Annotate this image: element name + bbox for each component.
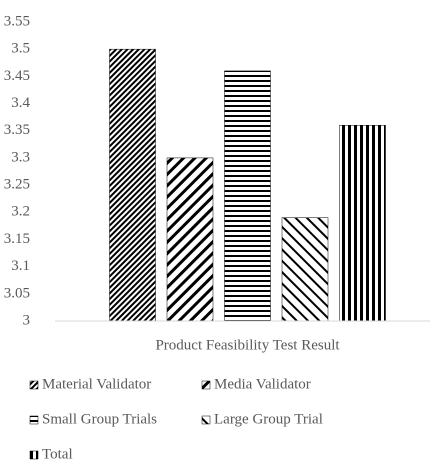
y-tick-label: 3.5 — [11, 41, 30, 57]
legend-label: Media Validator — [214, 376, 311, 392]
y-tick-label: 3.15 — [4, 231, 30, 247]
bar — [224, 70, 271, 322]
y-tick-label: 3.25 — [4, 177, 30, 193]
y-tick-label: 3.3 — [11, 149, 30, 165]
x-tick-label: Product Feasibility Test Result — [155, 337, 340, 353]
legend-label: Total — [42, 446, 73, 462]
bar — [109, 48, 156, 322]
bar — [339, 125, 386, 322]
y-tick-label: 3.2 — [11, 204, 30, 220]
bar — [166, 157, 214, 322]
y-tick-label: 3.55 — [4, 13, 30, 29]
legend-label: Material Validator — [42, 376, 151, 392]
legend-swatch — [201, 380, 211, 390]
y-tick-label: 3.35 — [4, 122, 30, 138]
bar — [281, 217, 329, 322]
legend-swatch — [29, 415, 39, 425]
legend-swatch — [201, 415, 211, 425]
legend-label: Large Group Trial — [214, 411, 323, 427]
legend-label: Small Group Trials — [42, 411, 157, 427]
y-tick-label: 3.1 — [11, 258, 30, 274]
y-tick-label: 3 — [23, 312, 31, 328]
y-tick-label: 3.45 — [4, 68, 30, 84]
legend-swatch — [29, 450, 39, 460]
y-tick-label: 3.05 — [4, 285, 30, 301]
y-tick-label: 3.4 — [11, 95, 30, 111]
legend-swatch — [29, 380, 39, 390]
